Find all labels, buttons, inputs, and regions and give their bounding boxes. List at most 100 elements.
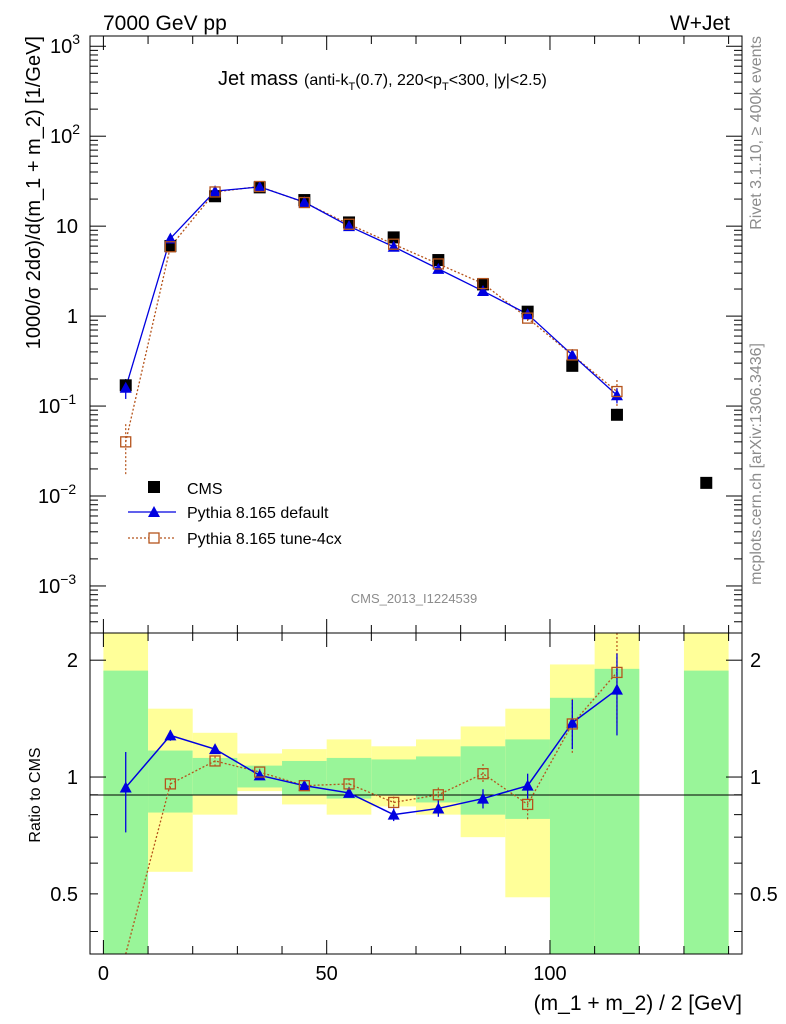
ratio-tune-point: [477, 768, 489, 780]
tune-data-point: [521, 312, 534, 324]
cms-data-point: [566, 359, 579, 372]
cms-data-point: [700, 476, 713, 489]
ratio-default-point: [343, 786, 356, 798]
ratio-default-point: [610, 683, 623, 695]
legend-default-marker: [148, 506, 160, 517]
tune-data-point: [254, 180, 266, 193]
ratio-tune-point: [254, 766, 266, 778]
cms-data-point: [387, 231, 400, 244]
tune-data-point: [120, 436, 132, 448]
legend-cms-marker: [148, 481, 160, 493]
ratio-tune-point: [611, 666, 623, 679]
tune-data-point: [164, 241, 177, 253]
ratio-green-band: [371, 759, 416, 795]
ratio-default-point: [119, 781, 132, 793]
ratio-y-tick-label-left: 0.5: [50, 884, 78, 906]
ratio-default-point: [566, 716, 579, 728]
x-tick-label: 0: [98, 963, 109, 985]
ratio-default-point: [164, 729, 177, 741]
rivet-version-label: Rivet 3.1.10, ≥ 400k events: [748, 36, 765, 230]
x-tick-label: 50: [316, 963, 338, 985]
cms-data-point: [610, 408, 623, 421]
tune-data-point: [388, 238, 400, 250]
ratio-y-tick-label-right: 2: [750, 650, 761, 672]
ratio-default-point: [476, 792, 489, 804]
ratio-default-line: [125, 688, 618, 816]
legend: CMS Pythia 8.165 default Pythia 8.165 tu…: [128, 481, 342, 548]
default-data-point: [253, 180, 266, 192]
ratio-plot-panel: 2 2 1 1 0.5 0.5 0 50 100 Ratio to CMS (m_1 + m_2…: [27, 632, 778, 1015]
ratio-tune-point: [521, 798, 534, 811]
tune-data-point: [343, 218, 355, 230]
ratio-y-tick-label-right: 0.5: [750, 884, 778, 906]
tune-data-point: [611, 385, 623, 398]
main-y-tick-label: 1: [67, 306, 78, 328]
default-data-point: [209, 185, 222, 197]
default-data-point: [566, 348, 579, 360]
ratio-tune-line: [125, 671, 618, 955]
ratio-y-tick-label-left: 1: [67, 767, 78, 789]
ratio-tune-point: [566, 718, 578, 730]
default-data-point: [343, 220, 356, 232]
ratio-tune-point: [343, 778, 355, 790]
ratio-tick-labels: 2 2 1 1 0.5 0.5 0 50 100: [50, 650, 778, 985]
legend-tune-label: Pythia 8.165 tune-4cx: [187, 531, 342, 548]
ratio-tune-point: [164, 778, 177, 790]
main-data-layer: [119, 180, 713, 489]
legend-tune-marker: [148, 532, 160, 544]
ratio-tune-point: [432, 789, 444, 801]
cms-data-point: [476, 278, 489, 291]
tune-data-point: [477, 277, 489, 290]
legend-cms-label: CMS: [187, 481, 223, 498]
tune-data-point: [432, 258, 444, 270]
tune-data-point: [209, 186, 221, 198]
default-data-point: [119, 381, 132, 393]
main-y-tick-label: 10−3: [38, 571, 76, 598]
ratio-default-point: [432, 802, 445, 814]
x-axis-label: (m_1 + m_2) / 2 [GeV]: [534, 992, 742, 1015]
ratio-green-band: [148, 750, 193, 813]
ratio-green-band: [683, 670, 729, 954]
ratio-default-point: [209, 743, 222, 755]
legend-default-label: Pythia 8.165 default: [187, 505, 329, 522]
collision-label: 7000 GeV pp: [103, 12, 227, 35]
main-y-tick-label: 10−1: [38, 391, 76, 418]
default-data-point: [164, 232, 177, 244]
ratio-y-tick-label-right: 1: [750, 767, 761, 789]
ratio-axis-ticks: [90, 633, 742, 954]
ratio-uncertainty-bands: [103, 633, 729, 954]
ratio-default-point: [387, 808, 400, 820]
main-y-tick-label: 102: [50, 121, 80, 148]
tune-series-line: [125, 185, 618, 443]
ratio-tune-point: [298, 780, 311, 792]
default-series-line: [125, 186, 618, 396]
x-tick-label: 100: [533, 963, 566, 985]
main-y-axis-label: 1000/σ 2dσ)/d(m_1 + m_2) [1/GeV]: [23, 36, 45, 349]
default-data-point: [476, 285, 489, 297]
ratio-y-tick-label-left: 2: [67, 650, 78, 672]
analysis-watermark: CMS_2013_I1224539: [351, 591, 478, 606]
default-data-point: [298, 196, 311, 208]
ratio-tune-point: [209, 755, 221, 767]
ratio-data-layer: [119, 633, 623, 955]
main-y-tick-label: 10: [56, 216, 78, 238]
ratio-frame: [89, 632, 743, 955]
tune-data-point: [298, 196, 311, 209]
chart-title: Jet mass (anti-kT(0.7), 220<pT<300, |y|<2…: [218, 68, 547, 93]
ratio-default-point: [298, 779, 311, 791]
tune-data-point: [566, 349, 578, 361]
default-data-point: [610, 389, 623, 401]
main-y-tick-label: 10−2: [38, 481, 76, 508]
mcplots-label: mcplots.cern.ch [arXiv:1306.3436]: [748, 343, 765, 585]
process-label: W+Jet: [670, 12, 730, 35]
cms-data-point: [432, 254, 445, 267]
ratio-green-band: [192, 757, 238, 795]
main-axis-ticks: [90, 36, 742, 634]
ratio-y-axis-label: Ratio to CMS: [27, 747, 44, 842]
ratio-default-point: [521, 779, 534, 791]
ratio-tune-point: [388, 796, 400, 809]
main-y-tick-label: 103: [50, 31, 80, 58]
